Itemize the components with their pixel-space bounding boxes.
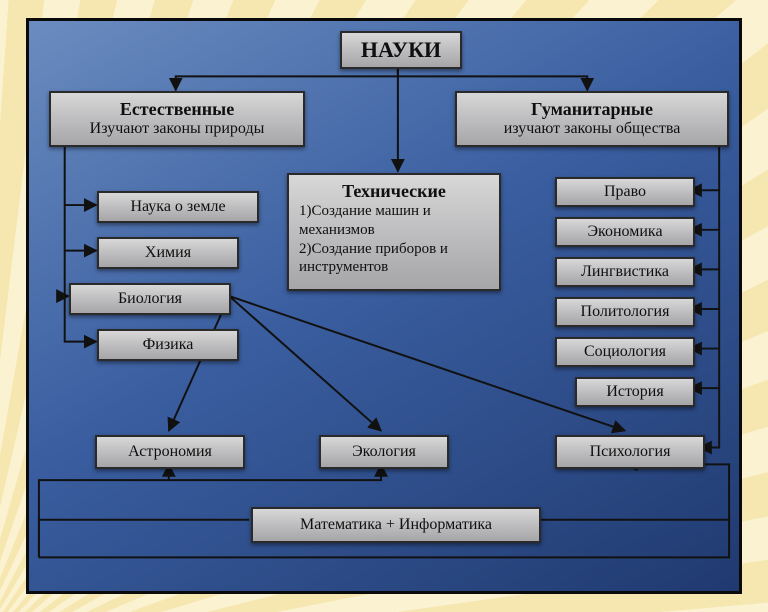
leaf-label: История xyxy=(606,383,663,401)
leaf-label: Биология xyxy=(118,290,182,308)
leaf-label: Химия xyxy=(145,244,191,262)
leaf-politology: Политология xyxy=(555,297,695,327)
branch-humanities-subtitle: изучают законы общества xyxy=(463,120,721,138)
leaf-chemistry: Химия xyxy=(97,237,239,269)
leaf-label: Астрономия xyxy=(128,443,212,461)
branch-humanities-title: Гуманитарные xyxy=(463,100,721,120)
leaf-label: Право xyxy=(604,183,646,201)
leaf-law: Право xyxy=(555,177,695,207)
leaf-label: Наука о земле xyxy=(130,198,225,216)
diagram-canvas: НАУКИ Естественные Изучают законы природ… xyxy=(0,0,768,612)
leaf-label: Политология xyxy=(581,303,670,321)
leaf-economics: Экономика xyxy=(555,217,695,247)
leaf-label: Экология xyxy=(352,443,416,461)
branch-natural: Естественные Изучают законы природы xyxy=(49,91,305,147)
leaf-label: Математика + Информатика xyxy=(300,516,492,534)
leaf-label: Социология xyxy=(584,343,666,361)
leaf-physics: Физика xyxy=(97,329,239,361)
leaf-psychology: Психология xyxy=(555,435,705,469)
leaf-linguistics: Лингвистика xyxy=(555,257,695,287)
leaf-history: История xyxy=(575,377,695,407)
branch-humanities: Гуманитарные изучают законы общества xyxy=(455,91,729,147)
leaf-label: Физика xyxy=(143,336,194,354)
root-node: НАУКИ xyxy=(340,31,462,69)
leaf-label: Психология xyxy=(590,443,671,461)
branch-technical-line-0: 1)Создание машин и механизмов xyxy=(299,202,489,240)
leaf-label: Экономика xyxy=(587,223,662,241)
branch-technical-title: Технические xyxy=(299,181,489,202)
branch-natural-subtitle: Изучают законы природы xyxy=(57,120,297,138)
leaf-label: Лингвистика xyxy=(581,263,669,281)
diagram-frame: НАУКИ Естественные Изучают законы природ… xyxy=(26,18,742,594)
leaf-earth-science: Наука о земле xyxy=(97,191,259,223)
branch-technical: Технические 1)Создание машин и механизмо… xyxy=(287,173,501,291)
leaf-astronomy: Астрономия xyxy=(95,435,245,469)
leaf-sociology: Социология xyxy=(555,337,695,367)
branch-natural-title: Естественные xyxy=(57,100,297,120)
root-label: НАУКИ xyxy=(361,37,441,63)
branch-technical-line-1: 2)Создание приборов и инструментов xyxy=(299,240,489,278)
leaf-math-info: Математика + Информатика xyxy=(251,507,541,543)
leaf-biology: Биология xyxy=(69,283,231,315)
leaf-ecology: Экология xyxy=(319,435,449,469)
